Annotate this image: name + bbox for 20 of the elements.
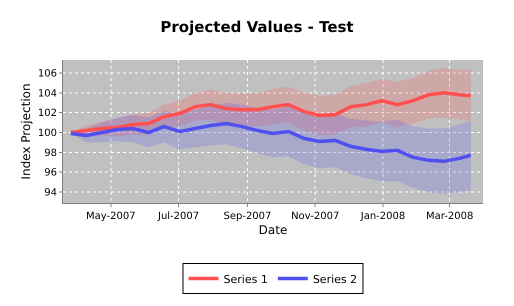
x-tick-label: Mar-2008 [426, 211, 474, 222]
x-tick-label: Sep-2007 [223, 211, 272, 222]
y-tick-label: 104 [38, 88, 57, 100]
x-axis-title: Date [258, 222, 288, 237]
x-tick-label: Jan-2008 [360, 211, 406, 222]
line-series [69, 91, 473, 134]
x-tick-label: Jul-2007 [156, 211, 200, 222]
x-tick-label: Nov-2007 [291, 211, 340, 222]
y-tick-label: 94 [44, 188, 57, 199]
y-tick-label: 98 [44, 148, 57, 159]
x-tick-label: May-2007 [86, 211, 136, 222]
legend-label: Series 2 [312, 272, 358, 286]
y-tick-label: 96 [44, 168, 57, 179]
line-series [69, 122, 473, 164]
y-axis-title: Index Projection [19, 83, 34, 180]
legend-label: Series 1 [224, 272, 268, 286]
y-tick-label: 100 [38, 128, 57, 139]
y-tick-label: 106 [38, 68, 57, 80]
chart-title: Projected Values - Test [160, 18, 354, 36]
y-tick-label: 102 [38, 108, 57, 120]
